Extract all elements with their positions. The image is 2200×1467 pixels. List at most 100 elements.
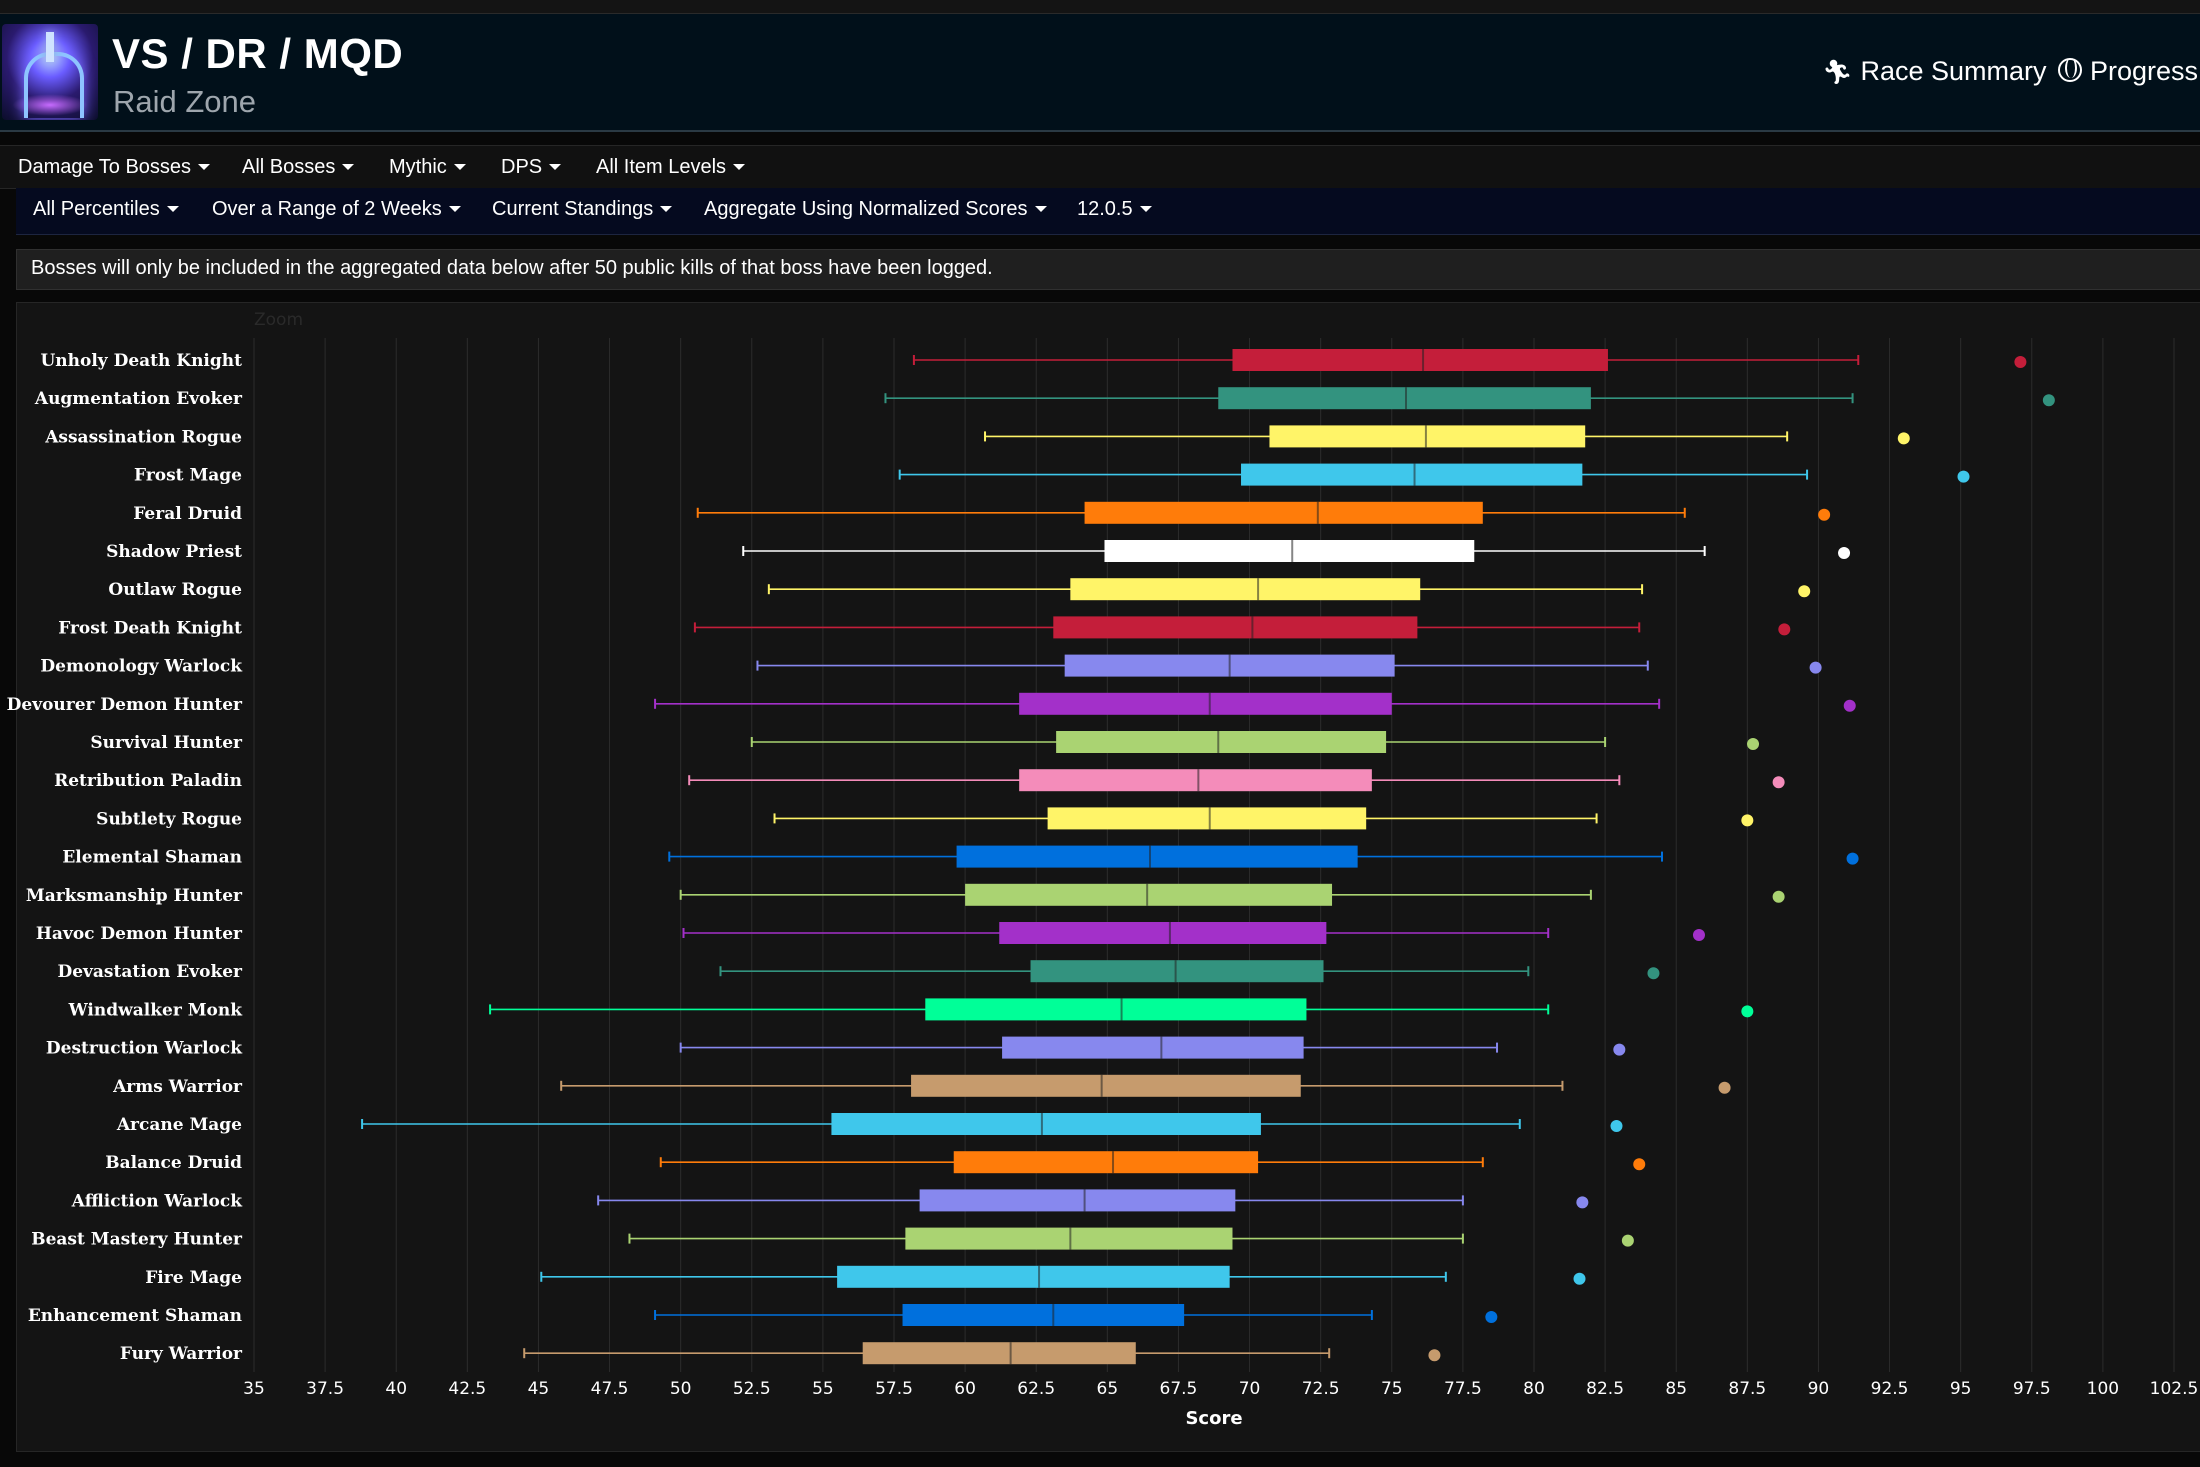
chevron-down-icon [166, 206, 179, 212]
outlier-point [1818, 508, 1831, 521]
outlier-point [1485, 1311, 1498, 1323]
difficulty-dropdown[interactable]: Mythic [389, 156, 466, 179]
category-label: Windwalker Monk [68, 1000, 244, 1020]
box-iqr [1084, 501, 1483, 524]
box-iqr [919, 1189, 1236, 1212]
x-tick-label: 50 [670, 1379, 692, 1399]
x-tick-label: 80 [1523, 1379, 1545, 1399]
category-label: Retribution Paladin [54, 771, 242, 791]
x-tick-label: 65 [1097, 1379, 1119, 1399]
x-tick-label: 97.5 [2013, 1379, 2051, 1399]
x-tick-label: 90 [1808, 1379, 1830, 1399]
category-label: Devourer Demon Hunter [7, 695, 243, 715]
chevron-down-icon [1139, 206, 1152, 212]
box-iqr [831, 1113, 1261, 1135]
box-iqr [953, 1151, 1259, 1174]
category-label: Subtlety Rogue [96, 809, 242, 829]
notice-banner: Bosses will only be included in the aggr… [16, 249, 2200, 290]
aggregation-dropdown-label: Aggregate Using Normalized Scores [704, 198, 1028, 220]
metric-dropdown[interactable]: Damage To Bosses [18, 156, 211, 179]
chevron-down-icon [1034, 206, 1047, 212]
box-iqr [1002, 1036, 1304, 1059]
x-tick-label: 67.5 [1160, 1379, 1198, 1399]
outlier-point [1613, 1043, 1626, 1056]
x-tick-label: 75 [1381, 1379, 1403, 1399]
outlier-point [1692, 929, 1705, 941]
outlier-point [1772, 776, 1785, 789]
category-label: Demonology Warlock [40, 657, 243, 677]
box-iqr [1269, 425, 1586, 448]
category-label: Balance Druid [105, 1153, 242, 1173]
boss-dropdown-label: All Bosses [242, 156, 336, 178]
category-label: Fury Warrior [120, 1344, 243, 1364]
category-label: Elemental Shaman [62, 848, 242, 868]
running-figure-icon: 🏃︎ [1822, 59, 1853, 86]
chevron-down-icon [549, 164, 562, 170]
patch-dropdown-label: 12.0.5 [1077, 198, 1133, 220]
page-subtitle: Raid Zone [113, 84, 257, 119]
chevron-down-icon [448, 206, 461, 212]
standings-dropdown[interactable]: Current Standings [492, 198, 673, 221]
outlier-point [1621, 1234, 1634, 1247]
percentile-dropdown[interactable]: All Percentiles [33, 198, 179, 221]
role-dropdown[interactable]: DPS [501, 156, 562, 179]
x-tick-label: 100 [2087, 1379, 2119, 1399]
outlier-point [1741, 814, 1754, 827]
category-label: Augmentation Evoker [34, 389, 243, 409]
chevron-down-icon [342, 164, 355, 170]
category-label: Devastation Evoker [57, 962, 243, 982]
outlier-point [1809, 661, 1822, 674]
box-iqr [862, 1342, 1136, 1365]
category-label: Marksmanship Hunter [26, 886, 243, 906]
patch-dropdown[interactable]: 12.0.5 [1077, 198, 1152, 221]
box-iqr [1019, 692, 1392, 715]
metric-dropdown-label: Damage To Bosses [18, 156, 192, 178]
box-iqr [956, 845, 1358, 868]
x-tick-label: 77.5 [1444, 1379, 1482, 1399]
zoom-button[interactable]: Zoom [254, 310, 304, 330]
time-range-dropdown[interactable]: Over a Range of 2 Weeks [212, 198, 461, 221]
progress-link[interactable]: Progress [2058, 56, 2198, 87]
category-label: Outlaw Rogue [108, 580, 242, 600]
boss-dropdown[interactable]: All Bosses [242, 156, 355, 179]
category-label: Destruction Warlock [46, 1039, 243, 1059]
box-iqr [905, 1227, 1233, 1250]
outlier-point [1747, 738, 1760, 750]
x-tick-label: 82.5 [1586, 1379, 1624, 1399]
outlier-point [1610, 1120, 1623, 1132]
box-iqr [1053, 616, 1418, 639]
x-tick-label: 72.5 [1302, 1379, 1340, 1399]
box-iqr [902, 1304, 1185, 1326]
time-range-dropdown-label: Over a Range of 2 Weeks [212, 198, 442, 220]
x-tick-label: 52.5 [733, 1379, 771, 1399]
box-iqr [965, 883, 1333, 906]
category-label: Assassination Rogue [44, 427, 242, 447]
outlier-point [1718, 1081, 1731, 1094]
x-tick-label: 45 [528, 1379, 550, 1399]
outlier-point [1741, 1005, 1754, 1018]
outlier-point [1838, 547, 1851, 559]
box-iqr [1070, 578, 1421, 601]
zone-header: VS / DR / MQD Raid Zone 🏃︎ Race Summary P… [0, 14, 2200, 132]
x-tick-label: 92.5 [1871, 1379, 1909, 1399]
x-tick-label: 60 [954, 1379, 976, 1399]
box-iqr [1056, 731, 1387, 753]
race-summary-link[interactable]: 🏃︎ Race Summary [1822, 56, 2047, 87]
x-tick-label: 40 [385, 1379, 407, 1399]
box-iqr [1047, 807, 1367, 830]
category-label: Affliction Warlock [71, 1191, 244, 1211]
x-tick-label: 37.5 [306, 1379, 344, 1399]
box-iqr [1241, 463, 1583, 486]
box-iqr [837, 1265, 1230, 1288]
aggregation-dropdown[interactable]: Aggregate Using Normalized Scores [704, 198, 1047, 221]
outlier-point [1772, 890, 1785, 903]
box-iqr [911, 1074, 1301, 1097]
item-level-dropdown[interactable]: All Item Levels [596, 156, 746, 179]
top-strip [0, 0, 2200, 14]
x-tick-label: 35 [243, 1379, 265, 1399]
x-tick-label: 70 [1239, 1379, 1261, 1399]
x-axis-title: Score [1185, 1408, 1242, 1429]
outlier-point [1573, 1272, 1586, 1285]
category-label: Fire Mage [145, 1268, 242, 1288]
box-iqr [1232, 349, 1608, 371]
